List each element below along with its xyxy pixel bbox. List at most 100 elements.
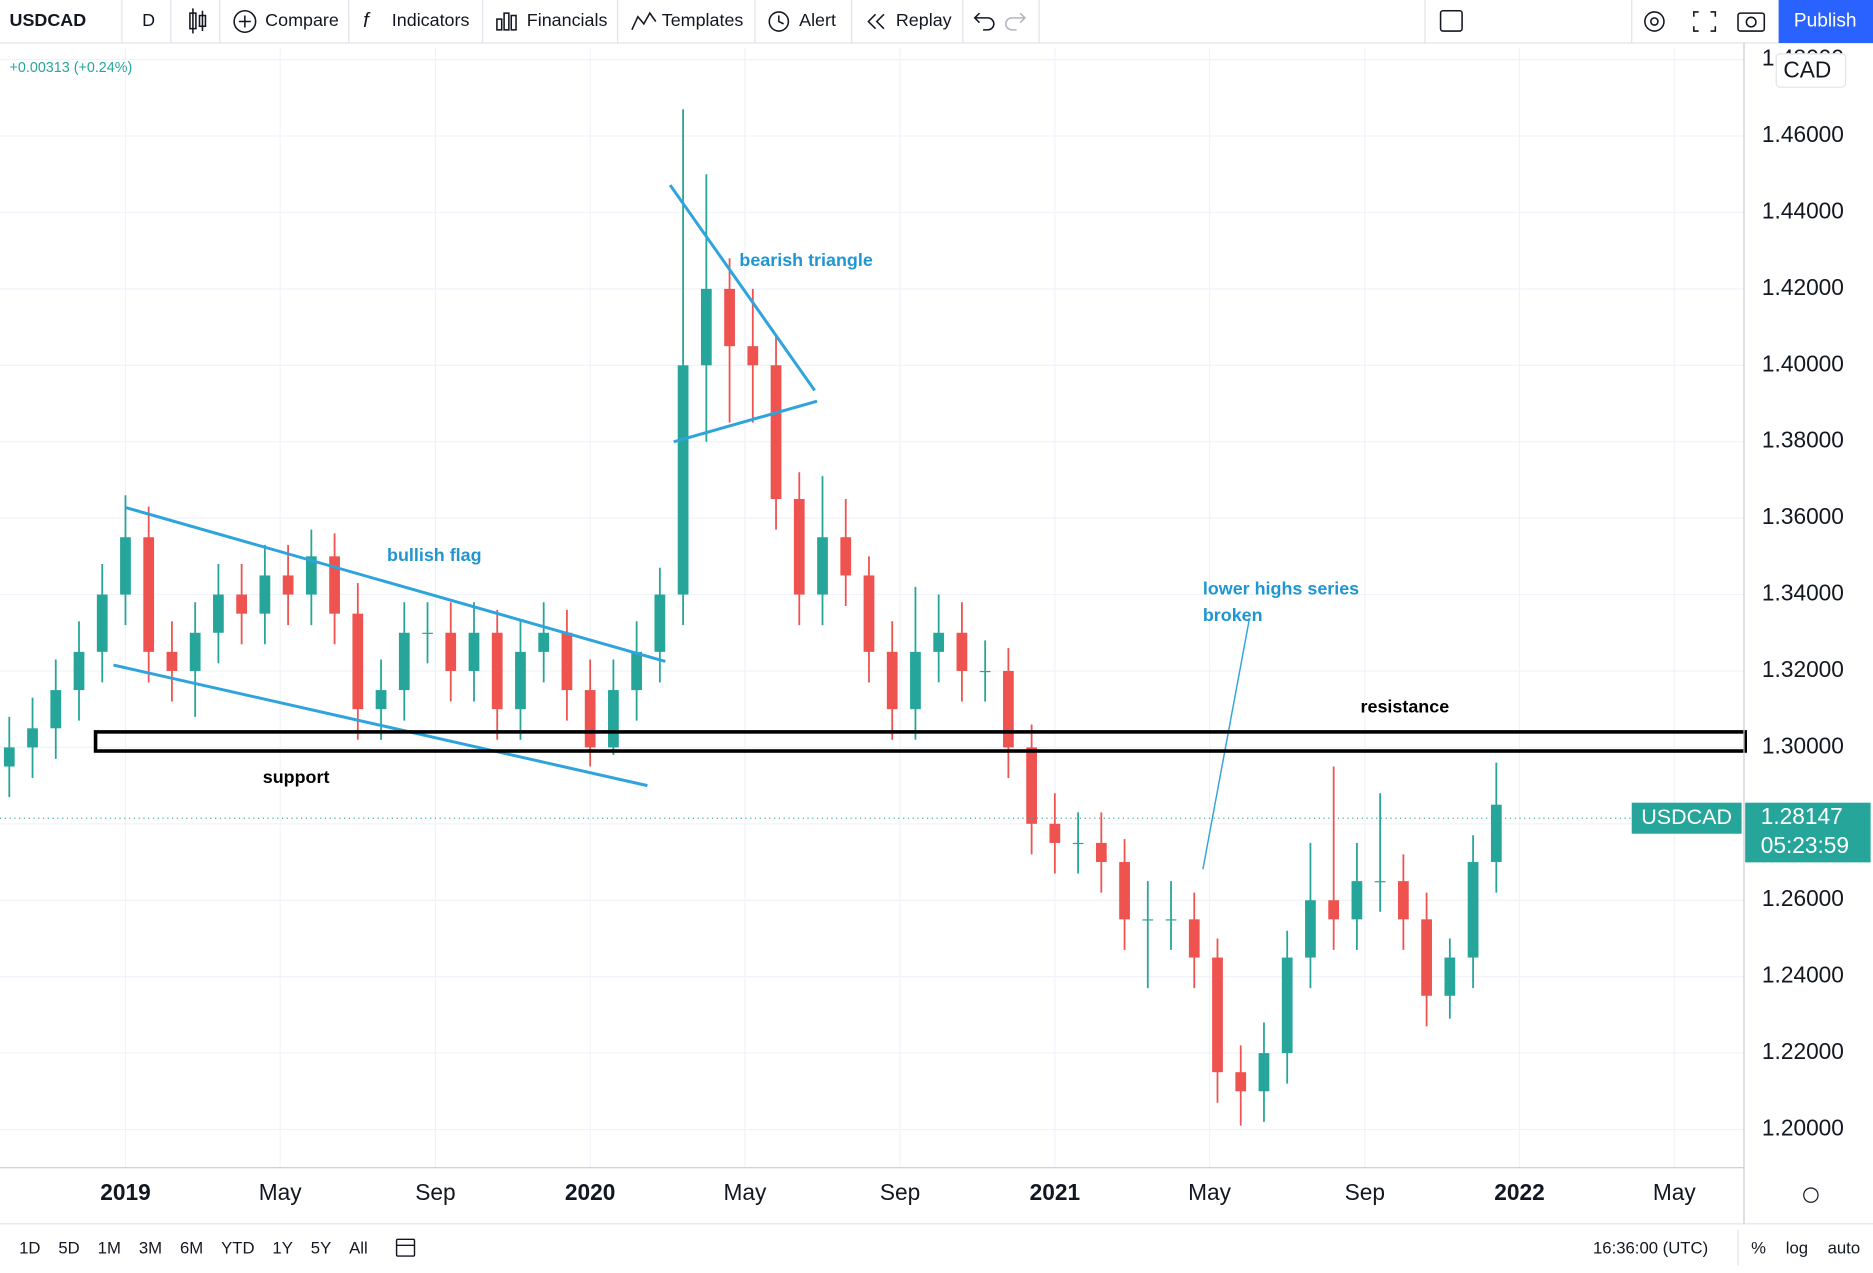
x-tick-label: 2020 bbox=[565, 1179, 615, 1205]
range-button[interactable]: 6M bbox=[180, 1238, 203, 1257]
candle-body bbox=[1212, 957, 1223, 1073]
replay-icon[interactable] bbox=[867, 13, 885, 30]
candle-body bbox=[27, 728, 38, 748]
scale-option[interactable]: auto bbox=[1828, 1238, 1861, 1257]
compare-button[interactable]: Compare bbox=[265, 10, 339, 30]
compare-icon[interactable] bbox=[233, 9, 257, 34]
candle-body bbox=[305, 556, 317, 595]
templates-button[interactable]: Templates bbox=[662, 10, 744, 30]
candle-body bbox=[1095, 842, 1107, 863]
financials-button[interactable]: Financials bbox=[527, 10, 608, 30]
candle-body bbox=[50, 690, 62, 729]
range-button[interactable]: All bbox=[349, 1238, 368, 1257]
y-tick-label: 1.24000 bbox=[1762, 962, 1844, 988]
candle-body bbox=[1467, 862, 1479, 958]
range-button[interactable]: 1D bbox=[19, 1238, 40, 1257]
candle-body bbox=[1049, 823, 1061, 843]
y-tick-label: 1.20000 bbox=[1762, 1114, 1844, 1140]
x-tick-label: May bbox=[1653, 1179, 1697, 1205]
candle-body bbox=[375, 690, 387, 710]
replay-button[interactable]: Replay bbox=[896, 10, 952, 30]
x-tick-label: 2019 bbox=[100, 1179, 150, 1205]
annotation: lower highs series bbox=[1203, 579, 1359, 599]
templates-icon[interactable] bbox=[631, 11, 657, 31]
candle-body bbox=[515, 651, 526, 710]
y-tick-label: 1.30000 bbox=[1762, 732, 1844, 758]
financials-icon[interactable] bbox=[496, 12, 517, 31]
range-button[interactable]: 5Y bbox=[311, 1238, 331, 1257]
candle-body bbox=[189, 632, 201, 671]
candle-body bbox=[468, 632, 480, 671]
trend-line bbox=[1202, 618, 1251, 870]
candle-body bbox=[1305, 900, 1316, 958]
y-tick-label: 1.40000 bbox=[1762, 350, 1844, 376]
candle-body bbox=[73, 651, 85, 691]
annotation: bearish triangle bbox=[739, 250, 872, 270]
resistance-zone bbox=[93, 730, 1747, 753]
trend-line bbox=[668, 184, 816, 392]
indicators-icon[interactable]: f bbox=[363, 10, 371, 32]
symbol[interactable]: USDCAD bbox=[10, 10, 87, 30]
candle-body bbox=[259, 575, 271, 614]
x-tick-label: 2021 bbox=[1030, 1179, 1080, 1205]
publish-label[interactable]: Publish bbox=[1794, 11, 1857, 32]
candle-body bbox=[886, 651, 898, 710]
candle-body bbox=[3, 747, 15, 767]
candle-body bbox=[445, 632, 457, 671]
candle-body bbox=[1142, 919, 1154, 921]
undo-button[interactable] bbox=[973, 12, 995, 31]
date-range-button[interactable] bbox=[395, 1238, 416, 1257]
fullscreen-button[interactable] bbox=[1693, 11, 1717, 32]
annotation: support bbox=[263, 767, 330, 787]
x-tick-label: May bbox=[1188, 1179, 1232, 1205]
range-button[interactable]: 5D bbox=[58, 1238, 79, 1257]
x-tick-label: Sep bbox=[415, 1179, 455, 1205]
candle-body bbox=[979, 670, 991, 673]
candle-body bbox=[1351, 881, 1363, 920]
x-tick-label: 2022 bbox=[1494, 1179, 1544, 1205]
candle-body bbox=[422, 632, 433, 634]
scale-option[interactable]: log bbox=[1786, 1238, 1808, 1257]
annotation: resistance bbox=[1361, 697, 1450, 717]
chart-style-icon[interactable] bbox=[189, 8, 207, 34]
candle-body bbox=[1119, 862, 1130, 920]
range-button[interactable]: 1Y bbox=[272, 1238, 292, 1257]
indicators-button[interactable]: Indicators bbox=[392, 10, 470, 30]
candle-body bbox=[793, 499, 805, 595]
scale-option[interactable]: % bbox=[1751, 1238, 1766, 1257]
candle-body bbox=[143, 537, 155, 652]
range-button[interactable]: YTD bbox=[221, 1238, 254, 1257]
publish-button[interactable] bbox=[1778, 0, 1873, 43]
candle-body bbox=[956, 632, 968, 671]
range-button[interactable]: 3M bbox=[139, 1238, 162, 1257]
candle-body bbox=[724, 288, 735, 347]
interval[interactable]: D bbox=[142, 10, 155, 30]
layout-button[interactable] bbox=[1439, 9, 1463, 32]
y-tick-label: 1.34000 bbox=[1762, 580, 1844, 606]
settings-button[interactable] bbox=[1644, 11, 1665, 32]
candle-body bbox=[561, 632, 573, 691]
currency-label[interactable]: CAD bbox=[1783, 57, 1831, 83]
candle-body bbox=[1072, 842, 1084, 845]
time-axis-settings[interactable] bbox=[1803, 1187, 1819, 1203]
candle-body bbox=[1003, 670, 1014, 748]
last-price-label: 1.28147 bbox=[1761, 803, 1843, 829]
toolbar bbox=[0, 0, 1873, 43]
currency-button[interactable] bbox=[1775, 53, 1847, 88]
candle-body bbox=[1397, 881, 1409, 920]
candle-body bbox=[677, 365, 689, 595]
candle-body bbox=[96, 594, 108, 652]
snapshot-button[interactable] bbox=[1737, 12, 1766, 32]
candle-body bbox=[1281, 957, 1293, 1054]
candle-body bbox=[1235, 1072, 1247, 1092]
alert-button[interactable]: Alert bbox=[799, 10, 836, 30]
candle-body bbox=[700, 288, 712, 366]
x-tick-label: Sep bbox=[880, 1179, 920, 1205]
range-button[interactable]: 1M bbox=[98, 1238, 121, 1257]
redo-button[interactable] bbox=[1005, 12, 1026, 31]
y-tick-label: 1.22000 bbox=[1762, 1038, 1844, 1064]
alert-icon[interactable] bbox=[768, 11, 790, 32]
candle-body bbox=[608, 690, 619, 748]
candle-body bbox=[933, 632, 945, 652]
